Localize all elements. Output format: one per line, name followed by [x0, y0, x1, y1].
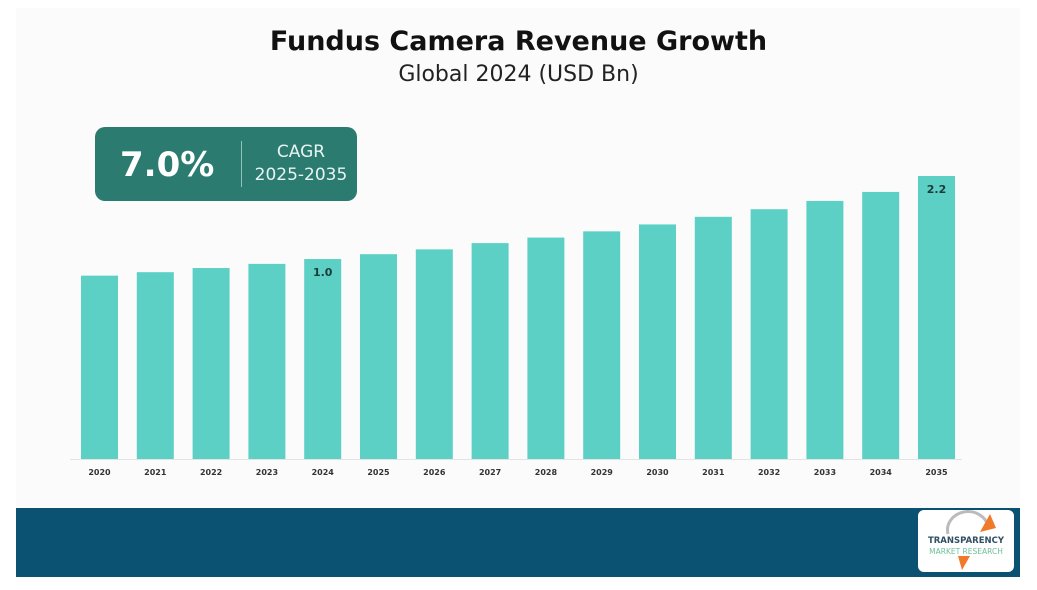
bar-2032: [750, 209, 788, 459]
bar-2030: [639, 224, 676, 459]
x-tick-label: 2024: [312, 468, 335, 477]
x-tick-label: 2033: [814, 468, 836, 477]
cagr-label-block: CAGR 2025-2035: [245, 141, 357, 187]
bar-2024: [304, 259, 342, 459]
x-tick-label: 2028: [535, 468, 558, 477]
chart-title: Fundus Camera Revenue Growth: [269, 26, 768, 57]
bar-2034: [862, 191, 900, 459]
bar-2026: [415, 249, 453, 459]
cagr-period: 2025-2035: [254, 165, 348, 185]
x-tick-label: 2026: [423, 468, 446, 477]
bar-2029: [583, 231, 621, 459]
company-logo: TRANSPARENCY MARKET RESEARCH: [918, 510, 1014, 572]
bar-2035: [918, 176, 955, 459]
logo-text-1: TRANSPARENCY: [927, 536, 1005, 546]
bar-2021: [136, 272, 174, 459]
x-tick-label: 2020: [88, 468, 111, 477]
bar-2027: [471, 243, 509, 459]
x-tick-label: 2021: [144, 468, 167, 477]
bar-2022: [192, 268, 230, 459]
logo-text-2: MARKET RESEARCH: [929, 547, 1003, 556]
cagr-label: CAGR: [276, 142, 326, 162]
bar-2033: [806, 200, 844, 459]
x-tick-label: 2031: [702, 468, 725, 477]
bar-2020: [81, 275, 118, 459]
logo-arrow-icon: [946, 510, 996, 570]
bar-2028: [527, 237, 565, 459]
x-tick-label: 2029: [591, 468, 614, 477]
x-tick-label: 2027: [479, 468, 501, 477]
footer-band: [16, 508, 1020, 577]
cagr-badge: 7.0% CAGR 2025-2035: [95, 127, 357, 201]
data-label-2035: 2.2: [927, 183, 947, 196]
bar-2025: [360, 254, 397, 459]
chart-subtitle: Global 2024 (USD Bn): [398, 62, 639, 87]
data-label-2024: 1.0: [313, 266, 333, 279]
x-tick-label: 2035: [925, 468, 948, 477]
x-tick-label: 2030: [646, 468, 669, 477]
chart-panel: [16, 8, 1020, 508]
cagr-divider: [241, 141, 242, 187]
bar-2031: [694, 216, 732, 459]
x-tick-label: 2025: [367, 468, 390, 477]
bar-2023: [248, 263, 286, 459]
x-tick-label: 2034: [870, 468, 893, 477]
x-tick-label: 2022: [200, 468, 222, 477]
x-tick-label: 2032: [758, 468, 780, 477]
cagr-value: 7.0%: [120, 145, 215, 185]
bar-chart: 2020 2021 2022 2023 2024 1.0 2025 2026 2027 2028 2…: [70, 176, 962, 477]
x-tick-label: 2023: [256, 468, 278, 477]
